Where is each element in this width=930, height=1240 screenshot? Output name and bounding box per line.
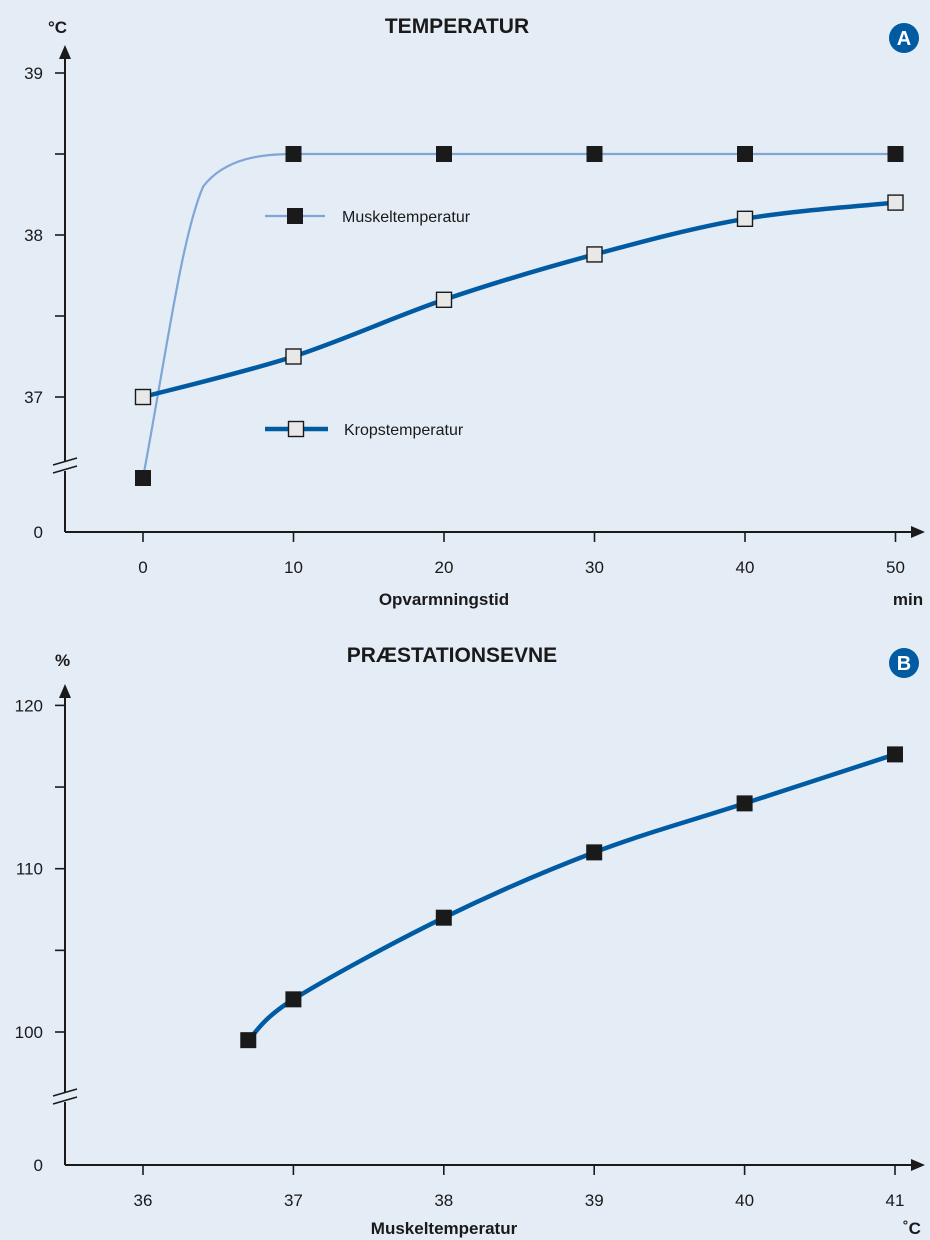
chart-b-x-tick-label: 39 (585, 1191, 604, 1210)
chart-a-y-axis-arrow (59, 45, 71, 59)
chart-b-title: PRÆSTATIONSEVNE (347, 644, 557, 667)
chart-a-y-tick-label: 39 (24, 64, 43, 83)
chart-a-badge (889, 23, 919, 53)
chart-b-y-unit: % (55, 651, 70, 670)
chart-a-body-point (285, 348, 302, 365)
chart-a-body-point (134, 388, 152, 406)
chart-b-axis-break-mark-1 (52, 1088, 78, 1097)
chart-a-body-point (736, 210, 754, 228)
chart-a-legend-body-label: Kropstemperatur (344, 422, 464, 439)
chart-b-point (736, 795, 753, 812)
chart-b-y-tick-label: 120 (15, 696, 43, 715)
chart-a-x-tick-label: 50 (886, 558, 905, 577)
chart-a-muscle-point (285, 146, 302, 162)
chart-a-body-point (435, 291, 453, 308)
chart-a-y-tick-label: 0 (34, 523, 43, 542)
chart-a-x-tick-label: 0 (138, 558, 147, 577)
chart-a-x-tick-label: 10 (284, 558, 303, 577)
chart-a-y-tick-label: 37 (24, 388, 43, 407)
chart-b-x-tick-label: 38 (434, 1191, 453, 1210)
chart-a-x-tick-label: 20 (435, 558, 454, 577)
chart-a-muscle-point (887, 146, 904, 162)
chart-a-badge-label: A (897, 28, 911, 50)
chart-b-x-axis-arrow (911, 1159, 925, 1171)
chart-b-point (240, 1032, 257, 1049)
chart-a-muscle-point (436, 146, 452, 162)
chart-b-point (887, 746, 903, 763)
chart-b-point (435, 909, 452, 926)
chart-a-body-point (887, 194, 904, 211)
chart-a-x-tick-label: 40 (736, 558, 755, 577)
chart-a-muscle-point (737, 146, 753, 162)
chart-a-x-unit: min (893, 590, 923, 609)
chart-b-x-unit: ˚C (903, 1219, 921, 1238)
chart-b-x-tick-label: 36 (134, 1191, 153, 1210)
chart-b-axis-break-mark-2 (52, 1096, 78, 1105)
chart-b-x-tick-label: 37 (284, 1191, 303, 1210)
chart-a-body-point (586, 246, 603, 263)
chart-b-y-tick-label: 110 (16, 860, 43, 879)
chart-b-badge-label: B (897, 653, 911, 675)
chart-b-y-axis-arrow (59, 684, 71, 698)
chart-a-axis-break-mark-1 (52, 457, 78, 466)
chart-a-muscle-point (135, 470, 151, 486)
chart-b-y-tick-label: 0 (34, 1156, 43, 1175)
chart-b-point (285, 991, 302, 1008)
chart-a-axis-break-mark-2 (52, 465, 78, 474)
chart-b-axis-break-gap (53, 1092, 77, 1102)
chart-b-x-tick-label: 40 (735, 1191, 754, 1210)
chart-a-axis-break-gap (53, 461, 77, 471)
chart-a-y-unit: °C (48, 18, 67, 37)
chart-b-x-label: Muskeltemperatur (371, 1219, 518, 1238)
chart-a-x-label: Opvarmningstid (379, 590, 509, 609)
chart-b-y-tick-label: 100 (15, 1023, 43, 1042)
chart-b-x-tick-label: 41 (886, 1191, 905, 1210)
chart-a-legend-muscle-marker (287, 208, 303, 224)
chart-a-series-muscle-line (141, 152, 896, 479)
chart-a-legend-body-marker (287, 420, 305, 438)
chart-b-badge (889, 648, 919, 678)
chart-a-series-body-line (142, 200, 896, 400)
chart-a-muscle-point (586, 146, 603, 162)
chart-a-x-axis-arrow (911, 526, 925, 538)
chart-a-y-tick-label: 38 (24, 226, 43, 245)
chart-a-title: TEMPERATUR (385, 15, 529, 38)
chart-a-x-tick-label: 30 (585, 558, 604, 577)
chart-a-legend-muscle-label: Muskeltemperatur (342, 209, 471, 226)
chart-b-point (586, 844, 603, 861)
chart-b-series-line (246, 752, 896, 1042)
